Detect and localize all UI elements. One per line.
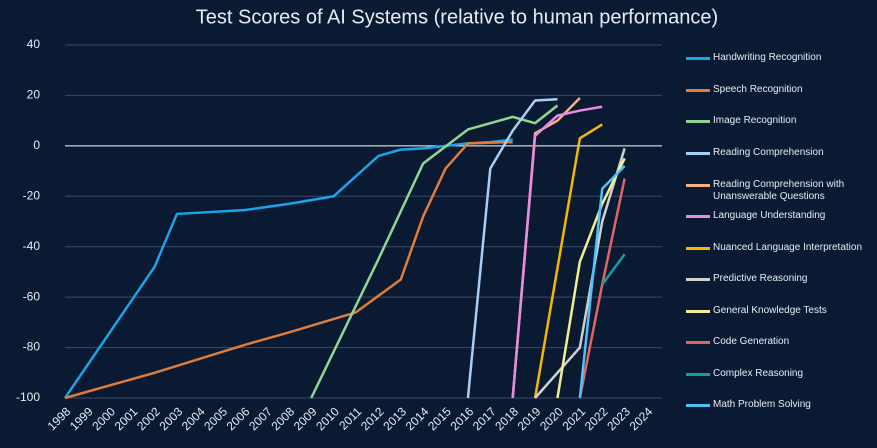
y-tick-label: 0 [33, 138, 40, 152]
legend-item: Code Generation [686, 336, 877, 348]
legend-swatch [686, 89, 710, 92]
legend-swatch [686, 278, 710, 281]
x-tick-label: 2004 [179, 404, 208, 433]
x-tick-label: 2024 [627, 404, 656, 433]
legend-label: General Knowledge Tests [713, 305, 827, 316]
legend-item: Speech Recognition [686, 84, 877, 96]
x-tick-label: 2021 [559, 404, 588, 433]
series-line [578, 178, 626, 399]
x-tick-label: 2023 [604, 404, 633, 433]
x-tick-label: 2013 [380, 404, 409, 433]
x-tick-label: 2005 [201, 404, 230, 433]
legend-swatch [686, 57, 710, 60]
series-line [466, 97, 558, 399]
legend-swatch [686, 310, 710, 313]
series-line [578, 165, 626, 399]
legend-item: General Knowledge Tests [686, 305, 877, 317]
x-tick-label: 1998 [45, 404, 74, 433]
x-tick-label: 2007 [246, 404, 275, 433]
x-tick-label: 2015 [425, 404, 454, 433]
x-tick-label: 2001 [112, 404, 141, 433]
x-tick-label: 2003 [157, 404, 186, 433]
legend-label: Handwriting Recognition [713, 52, 822, 63]
legend-item: Complex Reasoning [686, 368, 877, 380]
x-tick-label: 2011 [336, 404, 364, 432]
legend-label: Reading Comprehension with Unanswerable … [713, 179, 845, 202]
x-tick-label: 2018 [492, 404, 521, 433]
series-line [310, 104, 559, 399]
legend-label: Math Problem Solving [713, 399, 811, 410]
x-tick-label: 2002 [134, 404, 163, 433]
legend-label: Code Generation [713, 336, 790, 347]
legend-swatch [686, 152, 710, 155]
x-tick-label: 2009 [291, 404, 320, 433]
x-tick-label: 2022 [582, 404, 611, 433]
y-tick-label: -40 [23, 239, 41, 253]
legend-swatch [686, 120, 710, 123]
legend-label: Predictive Reasoning [713, 273, 808, 284]
legend-label: Language Understanding [713, 210, 826, 221]
legend-label: Nuanced Language Interpretation [713, 242, 863, 253]
x-tick-label: 2017 [470, 404, 499, 433]
legend-label: Complex Reasoning [713, 368, 804, 379]
series-line [63, 138, 513, 399]
legend-swatch [686, 247, 710, 250]
legend-item: Reading Comprehension with Unanswerable … [686, 179, 877, 203]
legend-swatch [686, 373, 710, 376]
legend-swatch [686, 215, 710, 218]
legend-item: Nuanced Language Interpretation [686, 242, 877, 254]
legend-swatch [686, 404, 710, 407]
chart-title: Test Scores of AI Systems (relative to h… [196, 6, 718, 28]
x-tick-label: 2016 [448, 404, 477, 433]
series-line [511, 105, 603, 399]
legend-item: Math Problem Solving [686, 399, 877, 411]
legend-item: Image Recognition [686, 115, 877, 127]
x-tick-label: 2020 [537, 404, 566, 433]
x-tick-label: 1999 [67, 404, 96, 433]
legend-swatch [686, 341, 710, 344]
x-tick-label: 2008 [268, 404, 297, 433]
x-tick-label: 2014 [403, 404, 432, 433]
y-tick-label: -80 [23, 340, 41, 354]
series-line [533, 123, 603, 399]
legend-item: Reading Comprehension [686, 147, 877, 159]
y-tick-label: -20 [23, 188, 41, 202]
legend-item: Language Understanding [686, 210, 877, 222]
x-tick-label: 2010 [313, 404, 342, 433]
legend-label: Image Recognition [713, 115, 797, 126]
legend-item: Handwriting Recognition [686, 52, 877, 64]
x-tick-label: 2006 [224, 404, 253, 433]
y-tick-label: -100 [16, 390, 40, 404]
x-tick-label: 2000 [89, 404, 118, 433]
series-line [511, 97, 581, 399]
y-tick-label: 20 [27, 88, 41, 102]
series-line [556, 157, 626, 399]
x-tick-label: 2012 [358, 404, 387, 433]
y-tick-label: -60 [23, 289, 41, 303]
legend-label: Reading Comprehension [713, 147, 824, 158]
x-tick-label: 2019 [515, 404, 544, 433]
series-line [64, 140, 513, 400]
series-line [601, 253, 626, 286]
legend-swatch [686, 184, 710, 187]
legend-item: Predictive Reasoning [686, 273, 877, 285]
legend-label: Speech Recognition [713, 84, 803, 95]
y-tick-label: 40 [27, 37, 41, 51]
